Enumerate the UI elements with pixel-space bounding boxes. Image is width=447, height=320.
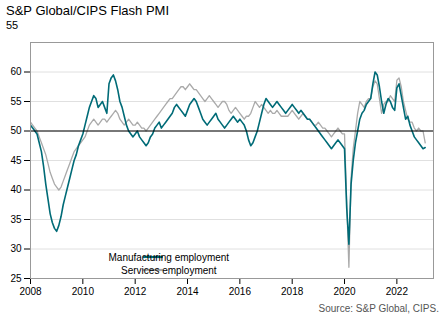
svg-text:50: 50 — [10, 125, 22, 136]
svg-text:25: 25 — [10, 273, 22, 284]
svg-text:60: 60 — [10, 66, 22, 77]
svg-text:45: 45 — [10, 155, 22, 166]
svg-text:2018: 2018 — [281, 286, 304, 297]
svg-text:55: 55 — [10, 96, 22, 107]
svg-text:30: 30 — [10, 243, 22, 254]
svg-text:Manufacturing employment: Manufacturing employment — [109, 252, 230, 263]
svg-text:35: 35 — [10, 214, 22, 225]
svg-text:2022: 2022 — [386, 286, 409, 297]
svg-text:40: 40 — [10, 184, 22, 195]
svg-text:2012: 2012 — [124, 286, 147, 297]
svg-text:2010: 2010 — [72, 286, 95, 297]
svg-text:2014: 2014 — [176, 286, 199, 297]
html-text:Source: S&P Global, CIPS.: Source: S&P Global, CIPS. — [318, 303, 439, 314]
svg-text:2020: 2020 — [333, 286, 356, 297]
svg-text:2008: 2008 — [19, 286, 42, 297]
html-text:S&P Global/CIPS Flash PMI: S&P Global/CIPS Flash PMI — [6, 3, 169, 18]
svg-text:2016: 2016 — [229, 286, 252, 297]
html-text:55: 55 — [6, 19, 19, 31]
svg-text:Services employment: Services employment — [121, 265, 217, 276]
